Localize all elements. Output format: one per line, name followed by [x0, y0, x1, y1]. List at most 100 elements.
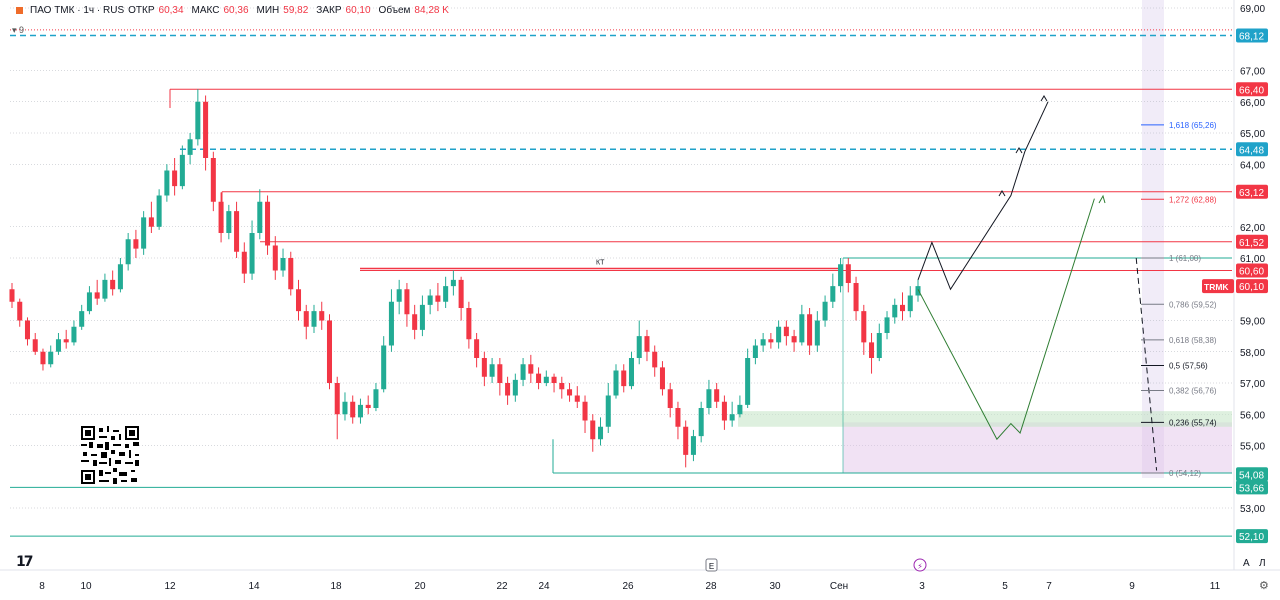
projection-path	[1135, 257, 1158, 471]
price-label-box	[1236, 263, 1268, 278]
candle-body	[458, 279, 464, 308]
price-label-box	[1236, 234, 1268, 249]
candle-body	[807, 314, 813, 346]
candle-body	[156, 195, 162, 227]
candle-body	[659, 367, 665, 390]
time-tick-label: 7	[1046, 581, 1052, 592]
candle-body	[876, 333, 882, 358]
symbol-header: ПАО ТМК · 1ч · RUS ОТКР 60,34 МАКС 60,36 М…	[16, 5, 449, 16]
candle-body	[427, 295, 433, 305]
candle-body	[915, 286, 921, 296]
auto-scale-button[interactable]: A	[1243, 558, 1250, 569]
candle-body	[590, 420, 596, 440]
candle-body	[838, 264, 844, 287]
candle-body	[265, 201, 271, 246]
tradingview-logo-icon[interactable]: 17	[16, 554, 34, 570]
fib-level-label: 0,618 (58,38)	[1169, 336, 1217, 345]
indicator-collapse-badge[interactable]: ▾ 9	[12, 25, 25, 35]
candle-body	[536, 373, 542, 383]
candle-body	[861, 311, 867, 343]
candle-body	[768, 339, 774, 343]
time-tick-label: 14	[248, 581, 260, 592]
candle-body	[869, 342, 875, 358]
candle-body	[86, 292, 92, 312]
candle-body	[187, 139, 193, 155]
close-label: ЗАКР	[316, 5, 342, 16]
low-value: 59,82	[283, 5, 309, 16]
candle-body	[497, 364, 503, 383]
price-label-text: 63,12	[1239, 188, 1264, 199]
candle-body	[280, 258, 286, 271]
price-tick-label: 61,00	[1240, 254, 1265, 265]
candle-body	[721, 401, 727, 421]
candle-body	[288, 258, 294, 290]
candle-body	[179, 154, 185, 187]
symbol-title[interactable]: ПАО ТМК · 1ч · RUS	[30, 5, 125, 16]
candle-body	[357, 404, 363, 418]
volume-value: 84,28 K	[414, 5, 449, 16]
candle-body	[210, 158, 216, 202]
fib-level-label: 0 (54,12)	[1169, 469, 1201, 478]
candle-body	[257, 201, 263, 233]
candle-body	[40, 351, 46, 365]
time-tick-label: 3	[919, 581, 925, 592]
candle-body	[102, 279, 108, 299]
candle-body	[543, 376, 549, 383]
candle-body	[17, 301, 23, 321]
demand-zone-green	[738, 411, 1232, 427]
price-label-box	[1236, 28, 1268, 43]
price-label-text: 52,10	[1239, 532, 1264, 543]
price-label-text: 60,60	[1239, 267, 1264, 278]
candle-body	[381, 345, 387, 390]
candle-body	[760, 339, 766, 346]
candle-body	[605, 395, 611, 427]
price-tick-label: 55,00	[1240, 442, 1265, 453]
symbol-color-icon	[16, 7, 23, 14]
candle-body	[621, 370, 627, 387]
symbol-tag-text: TRMK	[1204, 282, 1229, 292]
candle-body	[667, 389, 673, 408]
candle-body	[226, 211, 232, 233]
time-tick-label: 24	[538, 581, 550, 592]
price-tick-label: 57,00	[1240, 379, 1265, 390]
fib-level-label: 1 (61,00)	[1169, 254, 1201, 263]
candle-body	[745, 358, 751, 405]
candle-body	[365, 404, 371, 408]
candle-body	[419, 304, 425, 330]
candle-body	[714, 389, 720, 402]
price-label-box	[1236, 467, 1268, 482]
candle-body	[326, 320, 333, 383]
candle-body	[737, 404, 743, 415]
earnings-event-label: E	[709, 562, 714, 571]
candle-body	[48, 351, 54, 365]
log-scale-button[interactable]: Л	[1259, 558, 1266, 569]
candle-body	[582, 401, 588, 421]
time-range-highlight	[1142, 0, 1164, 478]
candle-body	[435, 295, 441, 302]
candle-body	[776, 326, 782, 343]
price-label-text: 66,40	[1239, 85, 1264, 96]
price-tick-label: 69,00	[1240, 4, 1265, 15]
candle-body	[729, 414, 735, 421]
lightning-event-icon	[913, 558, 927, 572]
candle-body	[644, 336, 650, 352]
time-tick-label: 20	[414, 581, 426, 592]
candle-body	[853, 283, 859, 312]
gear-icon[interactable]: ⚙	[1259, 580, 1269, 592]
candle-body	[32, 339, 38, 352]
candle-body	[822, 301, 828, 321]
fib-zone-purple	[843, 422, 1232, 473]
price-label-box	[1236, 142, 1268, 157]
candle-body	[690, 436, 696, 455]
price-label-text: 53,66	[1239, 483, 1264, 494]
candle-body	[466, 308, 472, 340]
candle-body	[884, 317, 890, 333]
arrow-head	[1098, 194, 1106, 204]
fib-level-label: 0,786 (59,52)	[1169, 300, 1217, 309]
price-tick-label: 64,00	[1240, 160, 1265, 171]
candle-body	[218, 201, 224, 233]
candle-body	[505, 383, 511, 396]
candle-body	[24, 320, 31, 340]
